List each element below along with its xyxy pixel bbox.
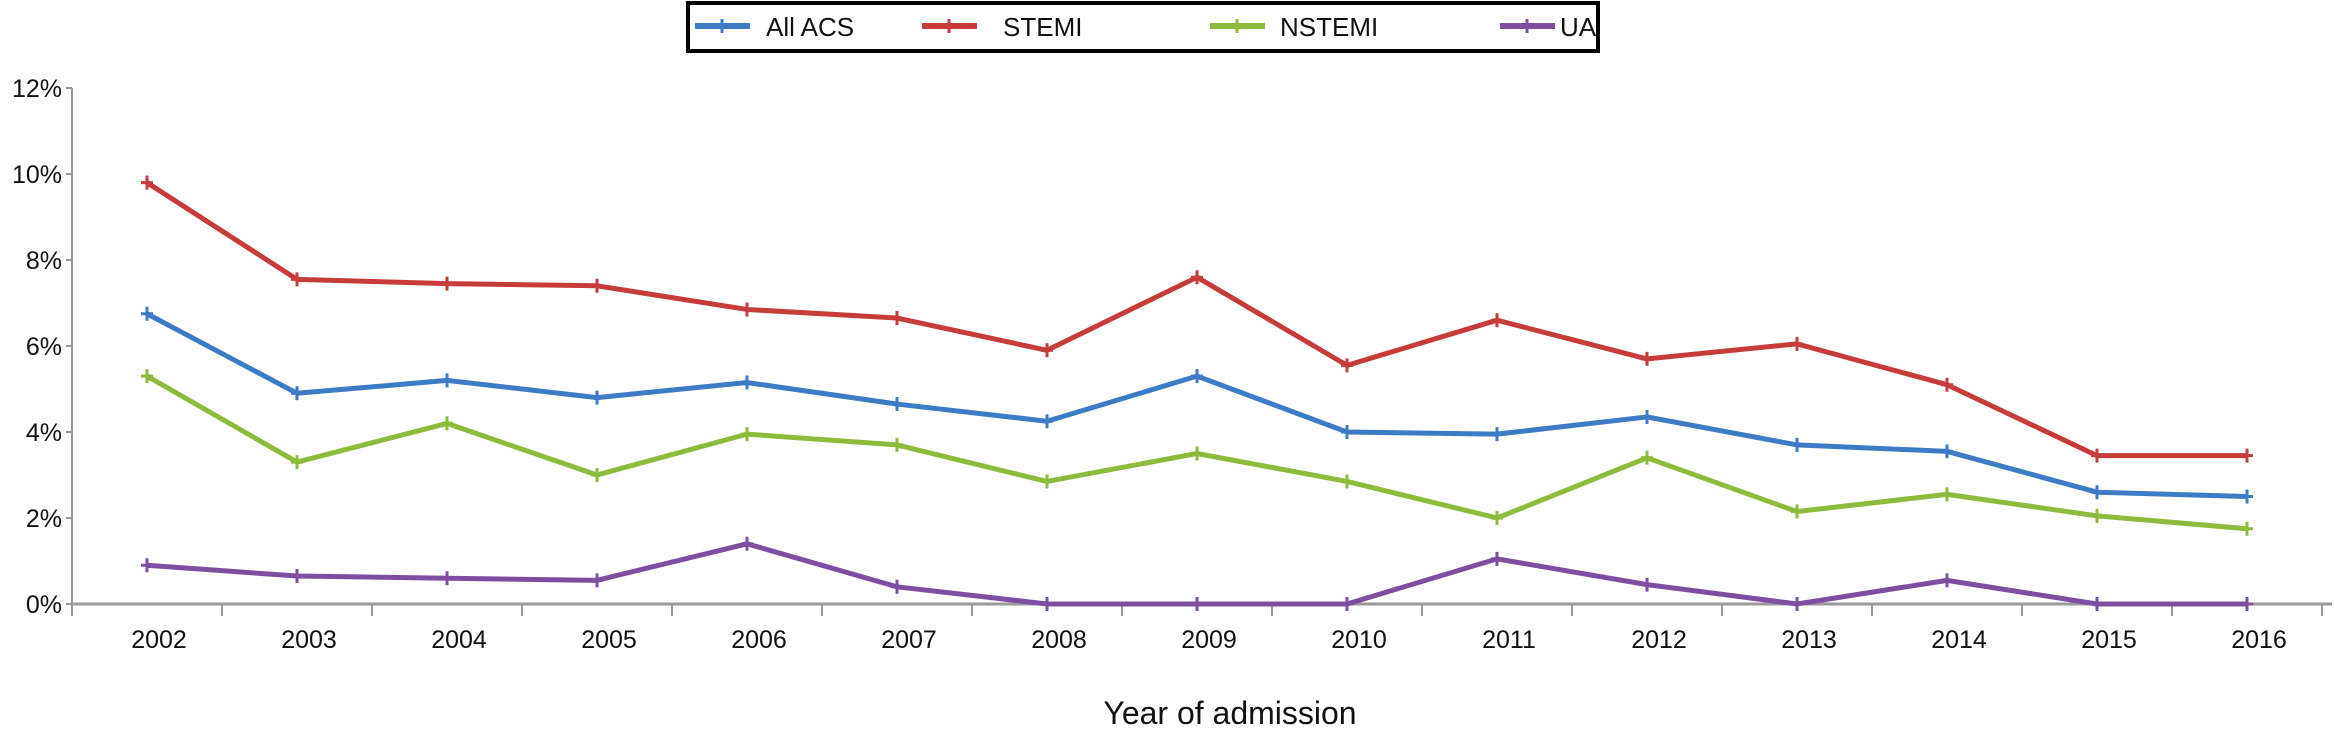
x-tick-label: 2005 bbox=[581, 626, 637, 654]
data-point-marker bbox=[1941, 377, 1953, 392]
series-nstemi bbox=[141, 369, 2253, 536]
x-tick-label: 2009 bbox=[1181, 626, 1237, 654]
data-point-marker bbox=[291, 272, 303, 287]
data-point-marker bbox=[2091, 508, 2103, 523]
legend-label: NSTEMI bbox=[1280, 12, 1378, 42]
y-tick-label: 6% bbox=[26, 333, 62, 361]
axes: 0% 2% 4% 6% 8% 10% 12% 2002 2003 2004 2005 2006 2007… bbox=[12, 75, 2332, 654]
data-point-marker bbox=[141, 369, 153, 384]
data-point-marker bbox=[1341, 425, 1353, 439]
data-point-marker bbox=[2091, 448, 2103, 463]
y-tick-label: 4% bbox=[26, 419, 62, 447]
x-tick-label: 2002 bbox=[131, 626, 187, 654]
data-point-marker bbox=[1641, 409, 1653, 424]
data-point-marker bbox=[141, 558, 153, 573]
data-point-marker bbox=[291, 569, 303, 584]
y-tick-label: 8% bbox=[26, 247, 62, 275]
series-all-acs bbox=[141, 306, 2253, 504]
x-tick-label: 2010 bbox=[1331, 626, 1387, 654]
data-point-marker bbox=[1941, 573, 1953, 588]
series-stemi bbox=[141, 175, 2253, 463]
data-point-marker bbox=[891, 311, 903, 326]
data-point-marker bbox=[591, 390, 603, 405]
data-point-marker bbox=[1641, 577, 1653, 592]
legend-label: STEMI bbox=[1003, 12, 1082, 42]
data-point-marker bbox=[891, 579, 903, 594]
data-point-marker bbox=[141, 175, 153, 190]
data-point-marker bbox=[1341, 597, 1353, 611]
data-point-marker bbox=[441, 276, 453, 291]
data-point-marker bbox=[1491, 511, 1503, 525]
data-point-marker bbox=[1491, 551, 1503, 566]
data-point-marker bbox=[591, 278, 603, 293]
legend-label: All ACS bbox=[766, 12, 854, 42]
data-point-marker bbox=[291, 455, 303, 470]
data-point-marker bbox=[291, 386, 303, 401]
data-point-marker bbox=[1791, 597, 1803, 611]
data-point-marker bbox=[1191, 270, 1203, 285]
data-point-marker bbox=[441, 416, 453, 431]
y-tick-label: 10% bbox=[12, 161, 62, 189]
data-point-marker bbox=[1941, 487, 1953, 502]
data-point-marker bbox=[591, 468, 603, 482]
x-tick-label: 2012 bbox=[1631, 626, 1687, 654]
data-point-marker bbox=[2241, 597, 2253, 611]
series-lines bbox=[141, 175, 2253, 611]
x-axis-title: Year of admission bbox=[1103, 695, 1356, 731]
x-tick-label: 2011 bbox=[1482, 626, 1536, 654]
x-tick-label: 2008 bbox=[1031, 626, 1087, 654]
x-tick-label: 2015 bbox=[2081, 626, 2137, 654]
x-tick-label: 2016 bbox=[2231, 626, 2287, 654]
data-point-marker bbox=[1791, 504, 1803, 519]
data-point-marker bbox=[1641, 450, 1653, 465]
data-point-marker bbox=[1041, 474, 1053, 489]
data-point-marker bbox=[891, 437, 903, 452]
data-point-marker bbox=[591, 573, 603, 588]
data-point-marker bbox=[2241, 521, 2253, 536]
series-line bbox=[146, 541, 2247, 607]
data-point-marker bbox=[1491, 313, 1503, 328]
y-tick-label: 0% bbox=[26, 591, 62, 619]
x-tick-label: 2003 bbox=[281, 626, 337, 654]
data-point-marker bbox=[1191, 369, 1203, 384]
data-point-marker bbox=[1041, 343, 1053, 358]
data-point-marker bbox=[2091, 597, 2103, 611]
legend-box bbox=[686, 1, 1600, 53]
data-point-marker bbox=[441, 373, 453, 388]
data-point-marker bbox=[741, 302, 753, 317]
data-point-marker bbox=[1191, 446, 1203, 461]
y-tick-label: 2% bbox=[26, 505, 62, 533]
series-line bbox=[145, 180, 2247, 459]
series-ua bbox=[141, 536, 2253, 611]
legend-label: UA bbox=[1560, 12, 1597, 42]
x-tick-label: 2004 bbox=[431, 626, 487, 654]
x-tick-label: 2013 bbox=[1781, 626, 1837, 654]
data-point-marker bbox=[141, 306, 153, 321]
data-point-marker bbox=[1791, 437, 1803, 452]
x-tick-label: 2014 bbox=[1931, 626, 1987, 654]
data-point-marker bbox=[2241, 448, 2253, 463]
data-point-marker bbox=[1041, 414, 1053, 429]
data-point-marker bbox=[1941, 444, 1953, 459]
data-point-marker bbox=[1341, 474, 1353, 489]
data-point-marker bbox=[741, 375, 753, 390]
data-point-marker bbox=[1041, 597, 1053, 611]
data-point-marker bbox=[1791, 336, 1803, 351]
series-line bbox=[145, 311, 2248, 499]
data-point-marker bbox=[741, 536, 753, 551]
data-point-marker bbox=[1191, 597, 1203, 611]
data-point-marker bbox=[2241, 489, 2253, 504]
data-point-marker bbox=[1641, 351, 1653, 366]
x-tick-label: 2006 bbox=[731, 626, 787, 654]
data-point-marker bbox=[1341, 358, 1353, 373]
data-point-marker bbox=[891, 397, 903, 412]
y-tick-label: 12% bbox=[12, 75, 62, 103]
legend: All ACS STEMI NSTEMI UA bbox=[686, 1, 1600, 53]
data-point-marker bbox=[741, 427, 753, 442]
data-point-marker bbox=[1491, 427, 1503, 442]
data-point-marker bbox=[2091, 485, 2103, 500]
x-tick-label: 2007 bbox=[881, 626, 937, 654]
data-point-marker bbox=[441, 571, 453, 586]
